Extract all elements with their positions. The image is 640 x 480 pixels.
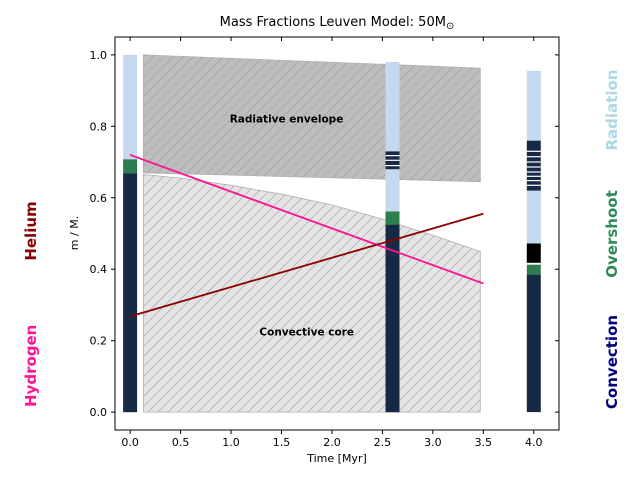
column-2-segment-5	[526, 140, 541, 191]
column-2-stripe-3	[526, 171, 541, 173]
column-2-stripe-1	[526, 180, 541, 182]
column-2-stripe-4	[526, 166, 541, 168]
column-0-segment-2	[123, 54, 138, 160]
x-tick-label: 0.5	[172, 436, 190, 449]
x-tick-label: 1.5	[273, 436, 291, 449]
x-tick-label: 4.0	[525, 436, 543, 449]
x-axis-label: Time [Myr]	[306, 452, 367, 465]
x-tick-label: 3.0	[424, 436, 442, 449]
plot-frame	[114, 36, 560, 431]
column-2-stripe-0	[526, 184, 541, 186]
x-tick-label: 1.0	[222, 436, 240, 449]
hydrogen-label: Hydrogen	[22, 324, 40, 407]
column-2-segment-6	[526, 70, 541, 141]
column-2-stripe-7	[526, 150, 541, 152]
y-tick-label: 1.0	[90, 49, 108, 62]
y-tick-label: 0.2	[90, 335, 108, 348]
column-1-segment-1	[385, 211, 400, 225]
column-1-stripe-0	[385, 165, 400, 167]
column-0-segment-1	[123, 159, 138, 174]
column-1-stripe-1	[385, 159, 400, 161]
column-2-segment-1	[526, 264, 541, 275]
convection-label: Convection	[603, 314, 621, 410]
y-tick-label: 0.4	[90, 263, 108, 276]
region-hatch-convective-core	[143, 174, 481, 413]
column-2-stripe-2	[526, 175, 541, 177]
annotation-convective-core: Convective core	[259, 326, 354, 338]
hydrogen-line	[129, 154, 484, 285]
column-1-segment-4	[385, 62, 400, 152]
column-2-segment-4	[526, 190, 541, 244]
x-tick-label: 0.0	[121, 436, 139, 449]
column-2-stripe-6	[526, 156, 541, 158]
helium-line	[129, 212, 484, 318]
chart-title: Mass Fractions Leuven Model: 50M⊙	[220, 15, 455, 32]
x-tick-label: 2.0	[323, 436, 341, 449]
column-2-segment-0	[526, 274, 541, 413]
x-tick-label: 2.5	[374, 436, 392, 449]
y-tick-label: 0.8	[90, 120, 108, 133]
column-2-segment-3	[526, 243, 541, 263]
radiation-label: Radiation	[603, 69, 621, 151]
column-1-stripe-2	[385, 155, 400, 157]
column-2-segment-2	[526, 262, 541, 265]
annotation-radiative-envelope: Radiative envelope	[230, 114, 344, 126]
column-1-segment-0	[385, 224, 400, 413]
x-tick-label: 3.5	[475, 436, 493, 449]
y-tick-label: 0.0	[90, 406, 108, 419]
column-0-segment-0	[123, 173, 138, 413]
y-tick-label: 0.6	[90, 192, 108, 205]
overshoot-label: Overshoot	[603, 190, 621, 278]
y-axis-label: m / M.	[68, 216, 81, 250]
column-1-segment-2	[385, 169, 400, 212]
column-2-stripe-5	[526, 161, 541, 163]
helium-label: Helium	[22, 201, 40, 261]
